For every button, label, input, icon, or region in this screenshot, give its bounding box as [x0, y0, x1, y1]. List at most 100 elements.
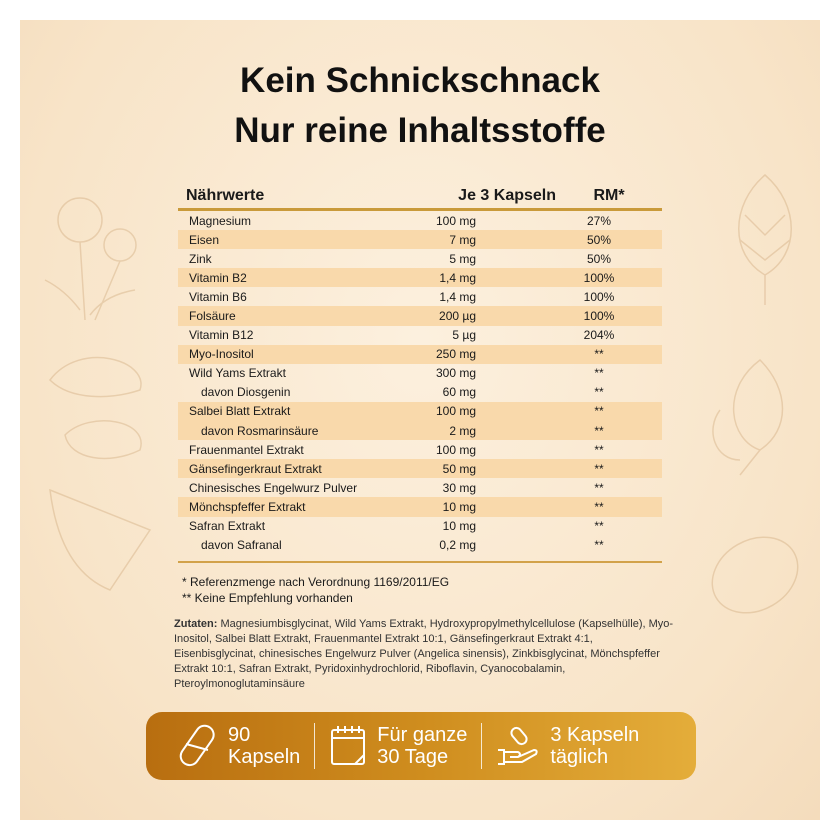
nutrient-rm: 50%	[586, 232, 612, 247]
ingredients-list: Magnesiumbisglycinat, Wild Yams Extrakt,…	[174, 618, 674, 690]
nutrient-amount: 60 mg	[442, 385, 476, 400]
header-amount: Je 3 Kapseln	[458, 187, 556, 204]
seed-illustration-icon	[711, 536, 799, 614]
ingredients-label: Zutaten:	[174, 618, 218, 630]
nutrient-amount: 300 mg	[435, 366, 476, 381]
nutrient-name: davon Diosgenin	[201, 385, 291, 400]
table-row: Safran Extrakt 10 mg **	[178, 517, 662, 536]
nutrient-amount: 2 mg	[449, 423, 476, 438]
nutrient-rm: 50%	[586, 251, 612, 266]
nutrient-amount: 10 mg	[442, 499, 476, 514]
nutrient-amount: 200 µg	[439, 309, 476, 324]
nutrient-name: Safran Extrakt	[189, 519, 266, 534]
nutrient-amount: 250 mg	[435, 347, 476, 362]
nutrient-rm: 100%	[583, 270, 615, 285]
table-row: Zink 5 mg 50%	[178, 249, 662, 268]
feature-dosage: 3 Kapseln täglich	[496, 724, 639, 768]
page-title: Kein Schnickschnack Nur reine Inhaltssto…	[0, 56, 840, 156]
feature-bar: 90 Kapseln Für ganze 30 Tage 3 Kapseln tägl…	[146, 712, 696, 780]
ingredients-text: Zutaten: Magnesiumbisglycinat, Wild Yams…	[174, 617, 674, 692]
nutrient-rm: 204%	[583, 328, 615, 343]
table-row: Chinesisches Engelwurz Pulver 30 mg **	[178, 478, 662, 497]
feature-line-1: 3 Kapseln	[550, 724, 640, 746]
nutrient-name: davon Safranal	[201, 538, 282, 553]
nutrient-amount: 0,2 mg	[439, 538, 476, 553]
header-rm: RM*	[593, 187, 625, 204]
nutrient-amount: 5 µg	[452, 328, 476, 343]
nutrient-name: Magnesium	[189, 213, 252, 228]
nutrient-amount: 100 mg	[435, 404, 476, 419]
table-row: Wild Yams Extrakt 300 mg **	[178, 364, 662, 383]
table-row: Gänsefingerkraut Extrakt 50 mg **	[178, 459, 662, 479]
capsule-icon	[179, 724, 215, 767]
table-bottom-divider	[178, 560, 662, 563]
calendar-icon	[331, 726, 366, 765]
title-line-2: Nur reine Inhaltsstoffe	[234, 111, 606, 150]
footnote-no-recommendation: ** Keine Empfehlung vorhanden	[182, 591, 353, 605]
nutrient-name: Myo-Inositol	[189, 347, 254, 362]
dandelion-illustration-icon	[44, 197, 137, 321]
nutrient-name: Eisen	[189, 232, 220, 247]
nutrient-rm: 27%	[586, 213, 612, 228]
table-row: Frauenmantel Extrakt 100 mg **	[178, 440, 662, 459]
nutrition-table: Nährwerte Je 3 Kapseln RM* Magnesium 100 …	[178, 184, 662, 563]
nutrient-amount: 50 mg	[442, 461, 476, 476]
nutrient-rm: **	[594, 385, 604, 400]
nutrient-amount: 30 mg	[442, 480, 476, 495]
table-row: davon Safranal 0,2 mg **	[178, 536, 662, 555]
table-row: Vitamin B12 5 µg 204%	[178, 326, 662, 345]
feature-divider	[481, 723, 483, 769]
artichoke-illustration-icon	[738, 174, 792, 305]
nutrient-rm: **	[594, 519, 604, 534]
nutrient-amount: 1,4 mg	[439, 270, 476, 285]
nutrient-name: Mönchspfeffer Extrakt	[189, 499, 306, 514]
table-row: Myo-Inositol 250 mg **	[178, 344, 662, 364]
almond-illustration-icon	[49, 356, 142, 460]
title-line-1: Kein Schnickschnack	[240, 61, 600, 100]
nutrient-rm: **	[594, 461, 604, 476]
feature-line-2: täglich	[550, 746, 609, 768]
nutrient-name: Salbei Blatt Extrakt	[189, 404, 291, 419]
feature-line-1: Für ganze	[377, 724, 468, 746]
table-row: davon Rosmarinsäure 2 mg **	[178, 421, 662, 441]
table-row: Mönchspfeffer Extrakt 10 mg **	[178, 497, 662, 517]
feature-capsules: 90 Kapseln	[178, 722, 300, 770]
table-row: Salbei Blatt Extrakt 100 mg **	[178, 401, 662, 422]
feature-line-2: 30 Tage	[377, 746, 449, 768]
nutrient-amount: 7 mg	[449, 232, 476, 247]
nutrient-name: Chinesisches Engelwurz Pulver	[189, 480, 358, 495]
nutrient-rm: 100%	[583, 309, 615, 324]
footnote-reference: * Referenzmenge nach Verordnung 1169/201…	[182, 575, 450, 589]
table-row: Magnesium 100 mg 27%	[178, 211, 662, 230]
nutrient-rm: **	[594, 423, 604, 438]
nutrient-rm: **	[594, 480, 604, 495]
nutrient-name: Wild Yams Extrakt	[189, 366, 286, 381]
nutrient-rm: **	[594, 404, 604, 419]
feature-line-2: Kapseln	[228, 746, 301, 768]
header-nutrients: Nährwerte	[186, 187, 265, 204]
nutrient-rm: **	[594, 538, 604, 553]
nutrient-amount: 1,4 mg	[439, 289, 476, 304]
table-row: Eisen 7 mg 50%	[178, 230, 662, 250]
table-header: Nährwerte Je 3 Kapseln RM*	[178, 184, 662, 211]
nutrient-amount: 5 mg	[449, 251, 476, 266]
nutrient-rm: 100%	[583, 289, 615, 304]
nutrient-name: Folsäure	[189, 309, 236, 324]
nutrient-name: Vitamin B12	[189, 328, 254, 343]
nutrient-name: Vitamin B6	[189, 289, 247, 304]
footnotes: * Referenzmenge nach Verordnung 1169/201…	[182, 574, 449, 606]
nutrient-amount: 100 mg	[435, 213, 476, 228]
nutrient-name: Frauenmantel Extrakt	[189, 442, 304, 457]
nutrient-amount: 10 mg	[442, 519, 476, 534]
nutrient-rm: **	[594, 442, 604, 457]
nutrient-rm: **	[594, 347, 604, 362]
slice-illustration-icon	[49, 488, 152, 591]
feature-line-1: 90	[228, 724, 251, 746]
table-row: Vitamin B2 1,4 mg 100%	[178, 268, 662, 288]
nutrient-rm: **	[594, 499, 604, 514]
feature-duration: Für ganze 30 Tage	[329, 724, 467, 768]
table-row: davon Diosgenin 60 mg **	[178, 383, 662, 402]
table-row: Vitamin B6 1,4 mg 100%	[178, 287, 662, 306]
nutrient-name: Vitamin B2	[189, 270, 247, 285]
nutrient-amount: 100 mg	[435, 442, 476, 457]
